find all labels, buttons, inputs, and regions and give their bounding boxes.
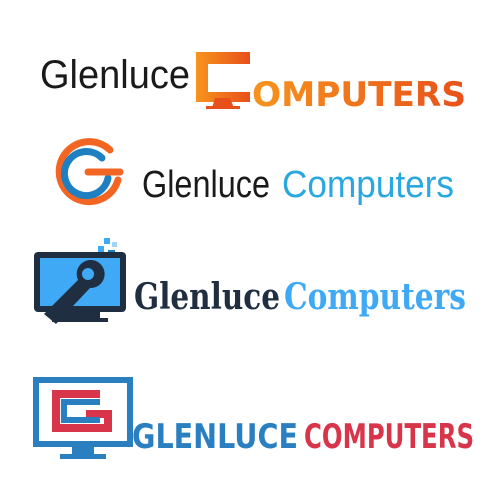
logo-3-word1: Glenluce xyxy=(134,276,280,318)
logo-4-graphic: GLENLUCE COMPUTERS xyxy=(33,377,474,459)
logo-2-word2: Computers xyxy=(282,164,454,206)
monitor-c-icon xyxy=(196,52,250,109)
logo-1-graphic: Glenluce OMPUTERS xyxy=(40,52,466,110)
logo-2-graphic: Glenluce Computers xyxy=(55,138,454,206)
logo-4-word2: COMPUTERS xyxy=(304,417,474,457)
logo-2: Glenluce Computers xyxy=(0,130,500,210)
logo-3-graphic: Glenluce Computers xyxy=(34,238,466,324)
logo-3: Glenluce Computers xyxy=(0,232,500,332)
logo-1-word1: Glenluce xyxy=(40,53,190,97)
logo-4: GLENLUCE COMPUTERS xyxy=(0,372,500,472)
monitor-wrench-icon xyxy=(34,238,126,324)
monitor-g-icon xyxy=(33,377,133,459)
logo-4-word1: GLENLUCE xyxy=(132,417,298,457)
logo-1-word2: OMPUTERS xyxy=(252,75,466,110)
logo-2-word1: Glenluce xyxy=(142,164,270,206)
logo-1: Glenluce OMPUTERS xyxy=(0,30,500,110)
logo-3-word2: Computers xyxy=(284,276,466,318)
g-swirl-icon xyxy=(55,138,124,206)
